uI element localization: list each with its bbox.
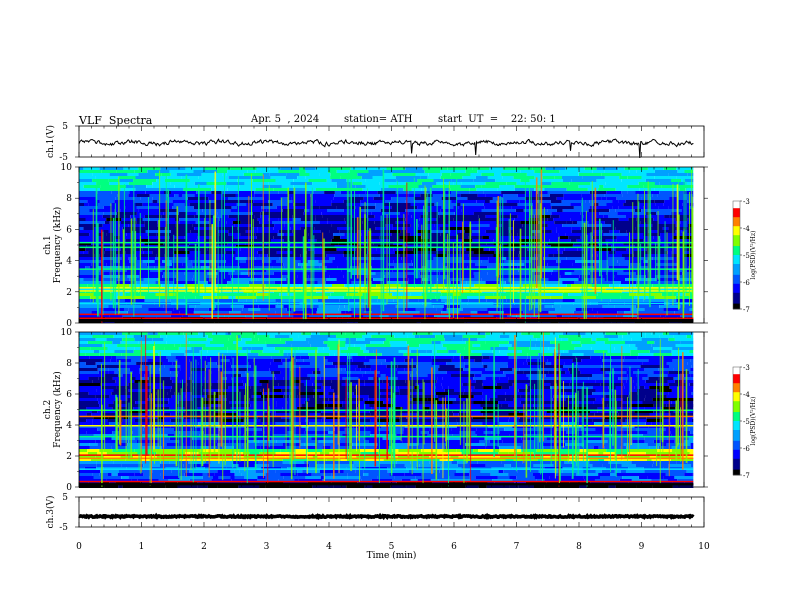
ytick-label-ch2-spectrogram: 10 xyxy=(61,328,73,338)
colorbar-tick-label: -7 xyxy=(743,306,750,314)
ytick-label-ch1-spectrogram: 6 xyxy=(66,225,72,235)
ylabel-ch1-waveform: ch.1(V) xyxy=(45,125,56,158)
xtick-label: 1 xyxy=(139,542,145,552)
ytick-label-ch2-spectrogram: 4 xyxy=(66,421,72,431)
start-time-label: start UT = 22: 50: 1 xyxy=(438,114,556,125)
ytick-label-ch1-spectrogram: 10 xyxy=(61,163,73,173)
ytick-label-ch2-spectrogram: 8 xyxy=(66,359,72,369)
ytick-label-ch1-spectrogram: 2 xyxy=(66,288,72,298)
xtick-label: 0 xyxy=(76,542,82,552)
ylabel-channel: ch.1 xyxy=(43,235,53,254)
ylabel-frequency: Frequency (kHz) xyxy=(52,207,63,284)
ytick-label-ch1-spectrogram: 8 xyxy=(66,194,72,204)
ylabel-text: ch.1(V) xyxy=(45,125,56,158)
ytick-label-ch2-spectrogram: 6 xyxy=(66,390,72,400)
ytick-label-ch1-waveform: 5 xyxy=(62,122,68,132)
colorbar-tick-label: -4 xyxy=(743,225,750,233)
xtick-label: 9 xyxy=(639,542,645,552)
spectrogram-ch2 xyxy=(79,332,704,488)
xtick-label: 3 xyxy=(264,542,270,552)
xtick-label: 5 xyxy=(389,542,395,552)
ylabel-ch2-spectrogram: ch.2 Frequency (kHz) xyxy=(43,371,63,448)
xtick-label: 8 xyxy=(576,542,582,552)
xtick-label: 6 xyxy=(451,542,457,552)
colorbar-tick-label: -4 xyxy=(743,391,750,399)
xtick-label: 4 xyxy=(326,542,332,552)
colorbar-tick-label: -6 xyxy=(743,445,750,453)
ytick-label-ch3-waveform: -5 xyxy=(59,523,68,533)
ytick-label-ch1-waveform: -5 xyxy=(59,153,68,163)
ylabel-channel: ch.2 xyxy=(43,400,53,419)
colorbar-tick-label: -6 xyxy=(743,279,750,287)
ytick-label-ch2-spectrogram: 0 xyxy=(66,483,72,493)
spectrogram-ch1 xyxy=(79,167,704,323)
colorbar-tick-label: -5 xyxy=(743,252,750,260)
xtick-label: 2 xyxy=(201,542,207,552)
colorbar-label: log(PSD)(V²/Hz) xyxy=(750,397,757,446)
ylabel-ch3-waveform: ch.3(V) xyxy=(45,496,56,529)
colorbar-ch1: -3 -4 -5 -6 -7 log(PSD)(V²/Hz) xyxy=(732,198,757,314)
colorbar-label: log(PSD)(V²/Hz) xyxy=(750,231,757,280)
xtick-label: 10 xyxy=(698,542,710,552)
colorbar-tick-label: -3 xyxy=(743,198,750,206)
waveform-ch3-waveform xyxy=(78,512,695,521)
ylabel-frequency: Frequency (kHz) xyxy=(52,371,63,448)
colorbar-tick-label: -3 xyxy=(743,364,750,372)
chart-title: VLF Spectra xyxy=(79,114,153,127)
date-label: Apr. 5 , 2024 xyxy=(251,114,320,125)
ylabel-text: ch.3(V) xyxy=(45,496,56,529)
ytick-label-ch1-spectrogram: 0 xyxy=(66,319,72,329)
colorbar-tick-label: -7 xyxy=(743,472,750,480)
waveform-ch1-waveform xyxy=(78,138,694,159)
ylabel-ch1-spectrogram: ch.1 Frequency (kHz) xyxy=(43,207,63,284)
xaxis-label: Time (min) xyxy=(367,550,417,561)
ytick-label-ch1-spectrogram: 4 xyxy=(66,257,72,267)
xtick-label: 7 xyxy=(514,542,520,552)
colorbar-tick-label: -5 xyxy=(743,418,750,426)
ytick-label-ch2-spectrogram: 2 xyxy=(66,452,72,462)
station-label: station= ATH xyxy=(344,114,413,125)
ytick-label-ch3-waveform: 5 xyxy=(62,493,68,503)
colorbar-ch2: -3 -4 -5 -6 -7 log(PSD)(V²/Hz) xyxy=(732,364,757,480)
